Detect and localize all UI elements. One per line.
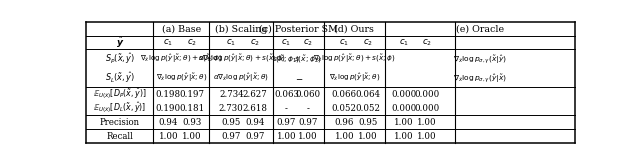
- Text: $\alpha\nabla_{\tilde{x}} \log p(\hat{y}|\tilde{x};\theta) + s(\tilde{x};\phi)$: $\alpha\nabla_{\tilde{x}} \log p(\hat{y}…: [198, 53, 285, 65]
- Text: (a) Base: (a) Base: [161, 25, 201, 34]
- Text: 0.197: 0.197: [179, 90, 204, 99]
- Text: 0.000: 0.000: [391, 104, 417, 113]
- Text: 0.97: 0.97: [221, 131, 241, 141]
- Text: 0.063: 0.063: [274, 90, 299, 99]
- Text: $\mathbb{E}_{U(\tilde{x})}[D_P(\tilde{x}, \hat{y})]$: $\mathbb{E}_{U(\tilde{x})}[D_P(\tilde{x}…: [93, 86, 147, 102]
- Text: $c_1$: $c_1$: [399, 37, 409, 48]
- Text: 0.95: 0.95: [221, 118, 241, 127]
- Text: 1.00: 1.00: [417, 118, 437, 127]
- Text: $\nabla_{\tilde{x}} \log p(\hat{y}|\tilde{x};\theta)$: $\nabla_{\tilde{x}} \log p(\hat{y}|\tild…: [328, 72, 380, 84]
- Text: $\nabla_{\tilde{x}} \log p_{\sigma,\gamma}(\tilde{x}|\hat{y})$: $\nabla_{\tilde{x}} \log p_{\sigma,\gamm…: [453, 53, 507, 66]
- Text: (c) Posterior SM: (c) Posterior SM: [259, 25, 338, 34]
- Text: $\mathbb{E}_{U(\tilde{x})}[D_L(\tilde{x}, \hat{y})]$: $\mathbb{E}_{U(\tilde{x})}[D_L(\tilde{x}…: [93, 100, 147, 116]
- Text: 0.000: 0.000: [391, 90, 417, 99]
- Text: $\nabla_{\tilde{x}} \log p_{\sigma,\gamma}(\hat{y}|\tilde{x})$: $\nabla_{\tilde{x}} \log p_{\sigma,\gamm…: [453, 72, 507, 85]
- Text: $S_P(\tilde{x}, \hat{y})$: $S_P(\tilde{x}, \hat{y})$: [104, 52, 135, 66]
- Text: 0.94: 0.94: [245, 118, 264, 127]
- Text: $c_1$: $c_1$: [339, 37, 349, 48]
- Text: 0.064: 0.064: [355, 90, 380, 99]
- Text: 2.618: 2.618: [242, 104, 267, 113]
- Text: 1.00: 1.00: [276, 131, 296, 141]
- Text: -: -: [307, 104, 310, 113]
- Text: $\hat{\boldsymbol{y}}$: $\hat{\boldsymbol{y}}$: [115, 35, 124, 50]
- Text: 0.97: 0.97: [245, 131, 264, 141]
- Text: 0.95: 0.95: [358, 118, 378, 127]
- Text: 1.00: 1.00: [182, 131, 202, 141]
- Text: (e) Oracle: (e) Oracle: [456, 25, 504, 34]
- Text: $c_2$: $c_2$: [363, 37, 372, 48]
- Text: 0.97: 0.97: [298, 118, 318, 127]
- Text: 0.93: 0.93: [182, 118, 201, 127]
- Text: 0.190: 0.190: [156, 104, 181, 113]
- Text: $S_L(\tilde{x}, \hat{y})$: $S_L(\tilde{x}, \hat{y})$: [105, 71, 134, 85]
- Text: $\nabla_{\tilde{x}} \log p(\hat{y}|\tilde{x};\theta) + s(\tilde{x};\phi)$: $\nabla_{\tilde{x}} \log p(\hat{y}|\tild…: [140, 53, 223, 65]
- Text: 0.198: 0.198: [156, 90, 181, 99]
- Text: $s(\tilde{x};\phi_2)$: $s(\tilde{x};\phi_2)$: [294, 53, 322, 65]
- Text: 0.052: 0.052: [355, 104, 380, 113]
- Text: $\nabla_{\tilde{x}} \log p(\hat{y}|\tilde{x};\theta)$: $\nabla_{\tilde{x}} \log p(\hat{y}|\tild…: [156, 72, 207, 84]
- Text: 2.734: 2.734: [219, 90, 244, 99]
- Text: Precision: Precision: [100, 118, 140, 127]
- Text: $c_1$: $c_1$: [227, 37, 236, 48]
- Text: (d) Ours: (d) Ours: [334, 25, 374, 34]
- Text: 2.627: 2.627: [242, 90, 267, 99]
- Text: $\nabla_{\tilde{x}} \log p(\hat{y}|\tilde{x};\theta) + s(\tilde{x};\phi)$: $\nabla_{\tilde{x}} \log p(\hat{y}|\tild…: [313, 53, 396, 65]
- Text: 1.00: 1.00: [159, 131, 178, 141]
- Text: 1.00: 1.00: [417, 131, 437, 141]
- Text: 1.00: 1.00: [335, 131, 354, 141]
- Text: 0.052: 0.052: [332, 104, 357, 113]
- Text: 1.00: 1.00: [358, 131, 378, 141]
- Text: 0.060: 0.060: [296, 90, 321, 99]
- Text: 0.96: 0.96: [335, 118, 354, 127]
- Text: $c_2$: $c_2$: [187, 37, 196, 48]
- Text: $c_1$: $c_1$: [163, 37, 173, 48]
- Text: $c_2$: $c_2$: [303, 37, 313, 48]
- Text: 0.94: 0.94: [159, 118, 178, 127]
- Text: (b) Scaling: (b) Scaling: [215, 25, 268, 34]
- Text: $\alpha\nabla_{\tilde{x}} \log p(\hat{y}|\tilde{x};\theta)$: $\alpha\nabla_{\tilde{x}} \log p(\hat{y}…: [213, 72, 269, 84]
- Text: $c_2$: $c_2$: [250, 37, 260, 48]
- Text: $c_2$: $c_2$: [422, 37, 432, 48]
- Text: 0.181: 0.181: [179, 104, 204, 113]
- Text: $c_1$: $c_1$: [282, 37, 291, 48]
- Text: 0.97: 0.97: [276, 118, 296, 127]
- Text: $s(\tilde{x};\phi_1)$: $s(\tilde{x};\phi_1)$: [272, 53, 300, 65]
- Text: 1.00: 1.00: [394, 131, 413, 141]
- Text: 1.00: 1.00: [394, 118, 413, 127]
- Text: 0.066: 0.066: [332, 90, 357, 99]
- Text: Recall: Recall: [106, 131, 133, 141]
- Text: 0.000: 0.000: [415, 104, 440, 113]
- Text: 1.00: 1.00: [298, 131, 318, 141]
- Text: 2.730: 2.730: [219, 104, 244, 113]
- Text: $-$: $-$: [294, 74, 303, 83]
- Text: -: -: [285, 104, 288, 113]
- Text: 0.000: 0.000: [415, 90, 440, 99]
